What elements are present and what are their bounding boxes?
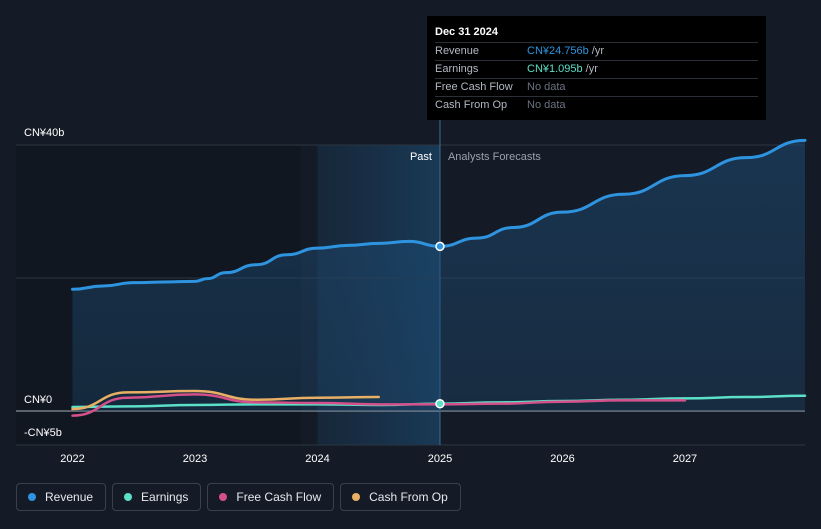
tooltip-label: Free Cash Flow xyxy=(435,81,513,93)
x-tick-label: 2022 xyxy=(60,453,84,465)
tooltip-unit: /yr xyxy=(591,45,605,57)
free-cash-flow-line xyxy=(71,393,687,417)
x-tick-label: 2026 xyxy=(550,453,574,465)
revenue-marker xyxy=(435,241,445,252)
tooltip-date: Dec 31 2024 xyxy=(435,26,498,38)
legend-item-cash-from-op[interactable]: Cash From Op xyxy=(340,483,461,511)
tooltip-value: CN¥1.095b xyxy=(527,63,583,75)
tooltip-label: Revenue xyxy=(435,45,480,57)
tooltip-row-earnings: Earnings CN¥1.095b /yr xyxy=(435,60,758,78)
legend-label: Earnings xyxy=(141,490,189,504)
tooltip-row-revenue: Revenue CN¥24.756b /yr xyxy=(435,42,758,60)
y-tick-label: -CN¥5b xyxy=(24,427,62,439)
revenue-line xyxy=(70,138,807,291)
x-tick-label: 2025 xyxy=(428,453,452,465)
x-tick-label: 2024 xyxy=(305,453,329,465)
y-tick-label: CN¥40b xyxy=(24,127,64,139)
tooltip-value: No data xyxy=(527,99,566,111)
legend-item-free-cash-flow[interactable]: Free Cash Flow xyxy=(207,483,335,511)
tooltip-row-free-cash-flow: Free Cash Flow No data xyxy=(435,78,758,96)
legend: Revenue Earnings Free Cash Flow Cash Fro… xyxy=(16,483,461,511)
legend-label: Free Cash Flow xyxy=(236,490,322,504)
past-label: Past xyxy=(410,151,432,163)
tooltip-row-cash-from-op: Cash From Op No data xyxy=(435,96,758,114)
legend-item-earnings[interactable]: Earnings xyxy=(112,483,202,511)
tooltip: Dec 31 2024 Revenue CN¥24.756b /yr Earni… xyxy=(427,16,766,120)
legend-dot-icon xyxy=(219,493,228,501)
x-tick-label: 2027 xyxy=(673,453,697,465)
tooltip-label: Cash From Op xyxy=(435,99,508,111)
legend-dot-icon xyxy=(352,493,361,501)
legend-dot-icon xyxy=(28,493,36,501)
x-tick-label: 2023 xyxy=(183,453,207,465)
forecast-label: Analysts Forecasts xyxy=(448,151,541,163)
tooltip-unit: /yr xyxy=(585,63,598,75)
tooltip-value: No data xyxy=(527,81,566,93)
legend-label: Revenue xyxy=(45,490,94,504)
legend-label: Cash From Op xyxy=(369,490,448,504)
cash-from-op-line xyxy=(71,389,380,411)
y-tick-label: CN¥0 xyxy=(24,394,52,406)
legend-dot-icon xyxy=(124,493,133,501)
earnings-marker xyxy=(435,398,445,409)
legend-item-revenue[interactable]: Revenue xyxy=(16,483,107,511)
revenue-area xyxy=(72,140,805,411)
tooltip-value: CN¥24.756b xyxy=(527,45,589,57)
tooltip-label: Earnings xyxy=(435,63,479,75)
